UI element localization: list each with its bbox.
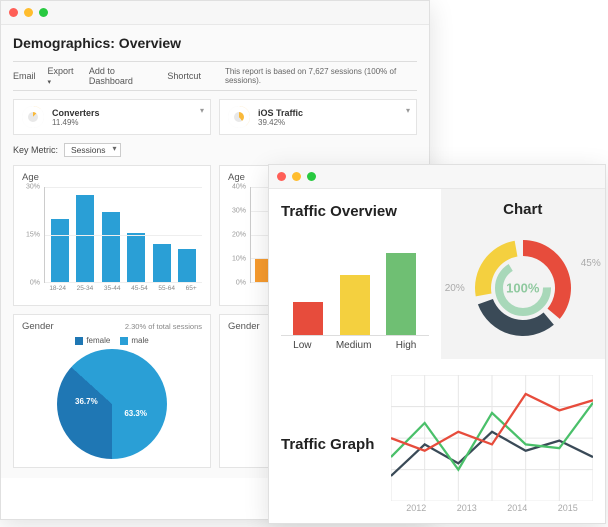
traffic-line-chart [391,375,593,501]
chevron-down-icon: ▾ [200,106,204,115]
minimize-icon[interactable] [24,8,33,17]
kpi-donut-icon [228,106,250,128]
chart-panel: Chart 100% 20% 45% [441,189,605,359]
age-bar-chart: 0%15%30% 18-2425-3435-4445-5455-6465+ [22,187,202,297]
age-panel: Age 0%15%30% 18-2425-3435-4445-5455-6465… [13,165,211,306]
chevron-down-icon: ▾ [406,106,410,115]
key-metric-label: Key Metric: [13,145,58,155]
traffic-overview-panel: Traffic Overview LowMediumHigh [269,189,441,359]
export-menu[interactable]: Export ▾ [48,66,77,86]
close-icon[interactable] [9,8,18,17]
titlebar [269,165,605,189]
maximize-icon[interactable] [307,172,316,181]
traffic-window: Traffic Overview LowMediumHigh Chart 100… [268,164,606,524]
kpi-converters[interactable]: ▾ Converters 11.49% [13,99,211,135]
close-icon[interactable] [277,172,286,181]
kpi-ios[interactable]: ▾ iOS Traffic 39.42% [219,99,417,135]
shortcut-link[interactable]: Shortcut [167,71,201,81]
kpi-row: ▾ Converters 11.49% ▾ iOS Traffic 39.42% [13,99,417,135]
toolbar: Email Export ▾ Add to Dashboard Shortcut… [13,61,417,91]
titlebar [1,1,429,25]
gender-legend: femalemale [22,336,202,345]
report-note: This report is based on 7,627 sessions (… [225,67,417,85]
gender-pie-chart: 36.7% 63.3% [57,349,167,459]
traffic-overview-bar-chart [281,226,429,336]
donut-chart: 100% 20% 45% [463,228,583,348]
email-link[interactable]: Email [13,71,36,81]
kpi-donut-icon [22,106,44,128]
traffic-graph-panel: Traffic Graph 2012201320142015 [269,359,605,523]
maximize-icon[interactable] [39,8,48,17]
minimize-icon[interactable] [292,172,301,181]
page-title: Demographics: Overview [13,35,417,51]
key-metric-select[interactable]: Sessions [64,143,121,157]
add-dashboard-link[interactable]: Add to Dashboard [89,66,156,86]
gender-panel: Gender 2.30% of total sessions femalemal… [13,314,211,468]
